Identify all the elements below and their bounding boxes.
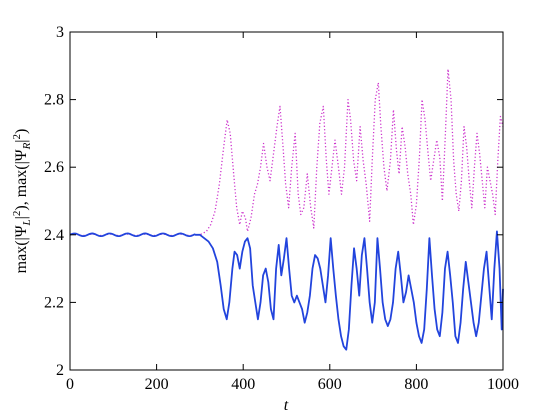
y-label-part: ), max(|Ψ	[13, 149, 30, 210]
x-tick-label: 600	[318, 376, 342, 393]
y-label-part: max(|Ψ	[13, 225, 30, 273]
series-left-solid	[69, 230, 504, 351]
series-layer	[69, 68, 504, 351]
y-label-part: |	[13, 216, 30, 219]
y-tick-label: 3	[56, 24, 64, 41]
x-tick-label: 1000	[487, 376, 519, 393]
y-tick-label: 2	[56, 362, 64, 379]
y-tick-label: 2.4	[44, 227, 64, 244]
y-label-sup: 2	[11, 211, 23, 217]
y-tick-label: 2.6	[44, 159, 64, 176]
y-axis-label: max(|ΨL|2), max(|ΨR|2)	[11, 129, 33, 274]
x-tick-label: 400	[231, 376, 255, 393]
x-tick-label: 0	[66, 376, 74, 393]
y-label-part: )	[13, 129, 30, 134]
x-tick-label: 200	[145, 376, 169, 393]
series-right-dotted	[69, 68, 504, 237]
plot-frame	[69, 31, 504, 371]
ticks-layer: 0 200 400 600 800 1000 2 2.2 2.4 2.6 2.8 3	[44, 24, 519, 393]
y-tick-label: 2.2	[44, 294, 64, 311]
y-label-part: |	[13, 139, 30, 142]
y-label-sub-R: R	[21, 142, 33, 150]
y-tick-label: 2.8	[44, 92, 64, 109]
x-tick-label: 800	[404, 376, 428, 393]
x-axis-label: t	[284, 397, 289, 414]
y-label-sup: 2	[11, 134, 23, 140]
y-label-sub-L: L	[21, 219, 33, 226]
